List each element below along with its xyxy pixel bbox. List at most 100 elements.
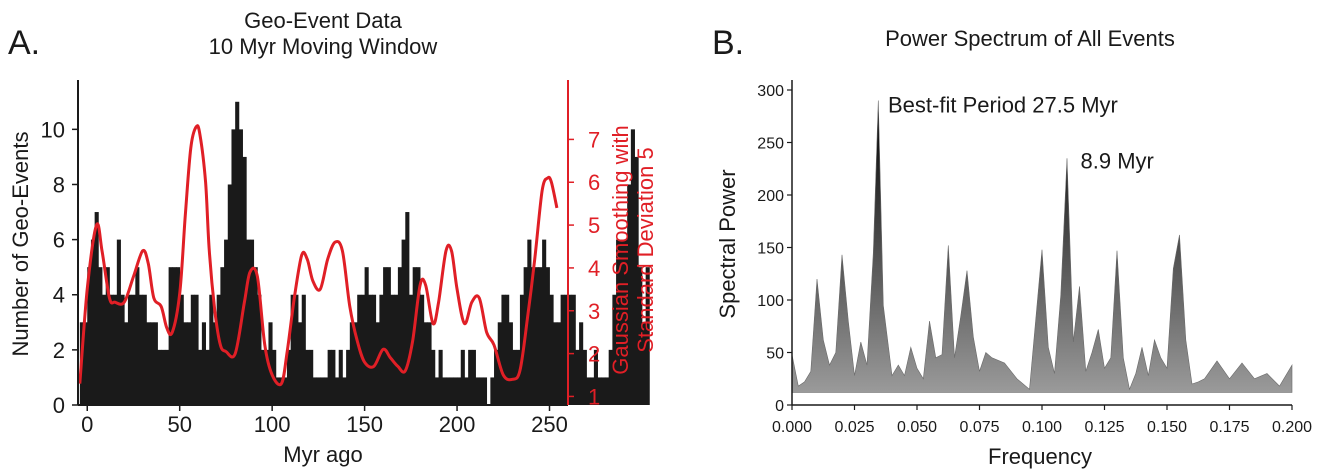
histogram-bar xyxy=(630,129,635,405)
panel-b: B. Power Spectrum of All Events 0.000 0.0… xyxy=(712,24,1312,469)
histogram-bar xyxy=(482,377,488,405)
histogram-bar xyxy=(468,349,473,405)
histogram-bar xyxy=(638,267,643,405)
histogram-bar xyxy=(249,239,255,405)
histogram-bar xyxy=(442,377,447,405)
histogram-bar xyxy=(405,212,410,405)
histogram-bar xyxy=(416,267,421,405)
histogram-bar xyxy=(216,294,221,405)
histogram-bar xyxy=(464,377,469,405)
histogram-bar xyxy=(290,294,295,405)
histogram-bar xyxy=(150,322,155,405)
histogram-bar xyxy=(431,349,436,405)
histogram-bar xyxy=(338,349,343,405)
histogram-bar xyxy=(445,377,451,405)
histogram-bar xyxy=(212,322,218,405)
panel-b-title: Power Spectrum of All Events xyxy=(885,26,1175,51)
y-tick-label: 200 xyxy=(757,188,784,205)
histogram-bar xyxy=(179,294,184,405)
panel-b-y-label: Spectral Power xyxy=(715,169,740,318)
histogram-bar xyxy=(268,322,273,405)
histogram-bar xyxy=(238,129,243,405)
panel-a-x-label: Myr ago xyxy=(283,442,362,467)
histogram-bar xyxy=(571,294,576,405)
histogram-bar xyxy=(423,322,428,405)
histogram-bar xyxy=(542,239,547,405)
histogram-bar xyxy=(286,349,292,405)
histogram-bar xyxy=(634,156,639,405)
histogram-bar xyxy=(301,294,306,405)
histogram-bar xyxy=(386,267,391,405)
histogram-bar xyxy=(116,239,121,405)
histogram-bar xyxy=(283,377,288,405)
panel-a-smooth-line xyxy=(78,124,559,387)
histogram-bar xyxy=(372,294,377,405)
histogram-bar xyxy=(131,294,136,405)
histogram-bar xyxy=(368,294,373,405)
histogram-bar xyxy=(161,349,166,405)
histogram-bar xyxy=(294,294,299,405)
histogram-bar xyxy=(545,267,550,405)
histogram-bar xyxy=(146,322,151,405)
histogram-bar xyxy=(194,294,199,405)
histogram-bar xyxy=(316,377,321,405)
panel-a-x-ticks: 0 50 100 150 200 250 xyxy=(81,405,568,437)
panel-b-label: B. xyxy=(712,24,744,62)
histogram-bar xyxy=(264,349,269,405)
histogram-bar xyxy=(601,377,606,405)
x-tick-label: 0 xyxy=(81,412,93,437)
panel-a-bars xyxy=(79,101,650,406)
x-tick-label: 250 xyxy=(531,412,568,437)
histogram-bar xyxy=(575,349,580,405)
histogram-bar xyxy=(360,294,366,405)
y2-tick-label: 3 xyxy=(588,299,600,324)
histogram-bar xyxy=(460,349,465,405)
y2-tick-label: 2 xyxy=(588,342,600,367)
spectrum-area xyxy=(791,100,1293,393)
histogram-bar xyxy=(198,349,203,405)
histogram-bar xyxy=(604,377,610,405)
histogram-bar xyxy=(627,184,632,405)
y2-tick-label: 7 xyxy=(588,127,600,152)
histogram-bar xyxy=(187,322,192,405)
panel-a-subtitle: 10 Myr Moving Window xyxy=(209,34,438,59)
histogram-bar xyxy=(531,267,536,405)
histogram-bar xyxy=(479,377,484,405)
histogram-bar xyxy=(309,349,314,405)
histogram-bar xyxy=(231,129,236,405)
histogram-bar xyxy=(342,377,347,405)
x-tick-label: 50 xyxy=(167,412,191,437)
histogram-bar xyxy=(298,322,303,405)
histogram-bar xyxy=(113,294,118,405)
histogram-bar xyxy=(512,349,517,405)
histogram-bar xyxy=(353,322,358,405)
panel-b-y-ticks: 0 50 100 150 200 250 300 xyxy=(757,83,792,415)
histogram-bar xyxy=(176,267,181,405)
histogram-bar xyxy=(139,294,144,405)
y-tick-label: 300 xyxy=(757,83,784,100)
x-tick-label: 0.175 xyxy=(1209,419,1249,436)
histogram-bar xyxy=(242,156,247,405)
histogram-bar xyxy=(527,239,532,405)
y-tick-label: 2 xyxy=(53,338,65,363)
histogram-bar xyxy=(394,294,399,405)
gaussian-smoothing-line xyxy=(78,124,559,387)
x-tick-label: 0.075 xyxy=(959,419,999,436)
panel-a-y-ticks: 0 2 4 6 8 10 xyxy=(41,117,78,418)
peak-annotation: Best-fit Period 27.5 Myr xyxy=(888,93,1118,118)
histogram-bar xyxy=(383,267,388,405)
histogram-bar xyxy=(597,377,602,405)
y-tick-label: 4 xyxy=(53,283,65,308)
histogram-bar xyxy=(608,349,613,405)
histogram-bar xyxy=(246,239,251,405)
panel-b-x-label: Frequency xyxy=(988,444,1092,469)
histogram-bar xyxy=(331,349,336,405)
histogram-bar xyxy=(593,349,598,405)
histogram-bar xyxy=(135,267,140,405)
panel-b-x-ticks: 0.000 0.025 0.050 0.075 0.100 0.125 0.150 0.175… xyxy=(772,405,1312,436)
histogram-bar xyxy=(397,267,402,405)
histogram-bar xyxy=(312,377,317,405)
x-tick-label: 0.200 xyxy=(1272,419,1312,436)
panel-a-y-label: Number of Geo-Events xyxy=(8,132,33,357)
histogram-bar xyxy=(120,294,125,405)
